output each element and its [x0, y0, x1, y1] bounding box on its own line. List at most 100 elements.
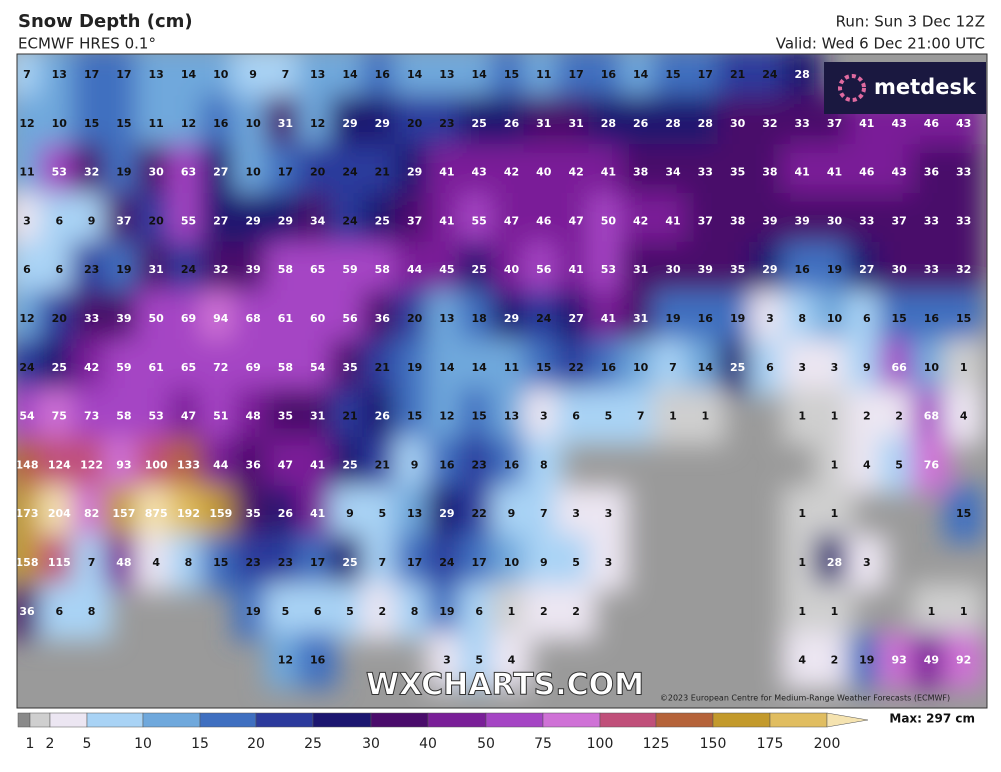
cell-value: 60: [310, 312, 326, 325]
cell-value: 3: [605, 507, 613, 520]
cell-value: 28: [698, 117, 713, 130]
cell-value: 21: [730, 68, 745, 81]
cell-value: 11: [149, 117, 164, 130]
legend-swatch: [29, 712, 51, 728]
cell-value: 15: [472, 410, 487, 423]
cell-value: 14: [472, 361, 488, 374]
cell-value: 5: [605, 410, 613, 423]
cell-value: 11: [504, 361, 519, 374]
cell-value: 173: [16, 507, 39, 520]
cell-value: 13: [52, 68, 67, 81]
cell-value: 24: [536, 312, 552, 325]
cell-value: 19: [407, 361, 422, 374]
cell-value: 14: [472, 68, 488, 81]
cell-value: 59: [342, 263, 357, 276]
cell-value: 39: [116, 312, 131, 325]
cell-value: 50: [149, 312, 165, 325]
cell-value: 4: [152, 556, 160, 569]
values: 7 13 17 17 13 14 10 9 7 13 14 16 14 13 14 15 11 17 16 14 15 1…: [16, 68, 971, 667]
cell-value: 10: [52, 117, 68, 130]
cell-value: 3: [605, 556, 613, 569]
cell-value: 37: [698, 214, 713, 227]
cell-value: 3: [863, 556, 871, 569]
cell-value: 20: [310, 166, 326, 179]
cell-value: 1: [508, 605, 516, 618]
map: 7 13 17 17 13 14 10 9 7 13 14 16 14 13 14 15 11 17 16 14 15 1…: [16, 54, 987, 708]
cell-value: 3: [540, 410, 548, 423]
cell-value: 23: [278, 556, 293, 569]
cell-value: 76: [924, 458, 940, 471]
cell-value: 19: [116, 263, 131, 276]
logo: metdesk: [874, 75, 977, 99]
cell-value: 6: [55, 263, 63, 276]
cell-value: 55: [181, 214, 196, 227]
cell: [491, 632, 532, 689]
cell-value: 13: [439, 312, 454, 325]
cell-value: 34: [665, 166, 681, 179]
cell-value: 56: [536, 263, 552, 276]
cell-value: 30: [891, 263, 907, 276]
cell-value: 7: [669, 361, 677, 374]
cell-value: 16: [795, 263, 811, 276]
cell-value: 21: [375, 166, 390, 179]
cell-value: 10: [213, 68, 229, 81]
cell-value: 26: [504, 117, 520, 130]
cell-value: 7: [88, 556, 96, 569]
cell-value: 44: [213, 458, 229, 471]
cell-value: 35: [278, 410, 293, 423]
cell-value: 5: [346, 605, 354, 618]
cell: [943, 144, 984, 201]
cell-value: 6: [55, 214, 63, 227]
legend-label: 20: [247, 736, 265, 752]
cell-value: 12: [439, 410, 454, 423]
logo-icon: [838, 74, 866, 102]
cell-value: 16: [375, 68, 391, 81]
cell-value: 16: [310, 654, 326, 667]
watermark: WXCHARTS.COM: [366, 668, 644, 703]
max-label: Max: 297 cm: [889, 712, 975, 726]
cell-value: 53: [149, 410, 164, 423]
cell-value: 23: [439, 117, 454, 130]
cell-value: 33: [84, 312, 99, 325]
map-frame: [16, 53, 988, 709]
title: Snow Depth (cm): [18, 11, 193, 32]
cell-value: 29: [245, 214, 260, 227]
cell-value: 23: [472, 458, 487, 471]
cell-value: 15: [665, 68, 680, 81]
cell-value: 35: [730, 263, 745, 276]
cell-value: 40: [536, 166, 552, 179]
cell-value: 8: [185, 556, 193, 569]
cell-value: 47: [278, 458, 293, 471]
cell-value: 12: [19, 117, 34, 130]
cell-value: 14: [181, 68, 197, 81]
cell-value: 6: [572, 410, 580, 423]
cell-value: 27: [568, 312, 583, 325]
cell-value: 10: [924, 361, 940, 374]
cell-value: 7: [23, 68, 31, 81]
legend-swatch: [255, 712, 314, 728]
cell-value: 46: [536, 214, 552, 227]
cell-value: 58: [375, 263, 390, 276]
cell-value: 30: [827, 214, 843, 227]
cell-value: 4: [863, 458, 871, 471]
cell-value: 6: [23, 263, 31, 276]
legend-swatch: [655, 712, 714, 728]
cell-value: 69: [245, 361, 260, 374]
cell-value: 29: [342, 117, 357, 130]
cell-value: 7: [540, 507, 548, 520]
cell-value: 36: [375, 312, 391, 325]
legend-swatch: [86, 712, 144, 728]
cell-value: 875: [145, 507, 168, 520]
cell-value: 68: [924, 410, 939, 423]
cell-value: 11: [19, 166, 34, 179]
cell-value: 24: [181, 263, 197, 276]
cell-value: 6: [863, 312, 871, 325]
cell-value: 8: [411, 605, 419, 618]
cell-value: 40: [504, 263, 520, 276]
logo-box: [824, 62, 986, 114]
cell-value: 31: [149, 263, 164, 276]
cell-value: 29: [278, 214, 293, 227]
cell-value: 5: [895, 458, 903, 471]
cell: [943, 290, 984, 348]
cell-value: 9: [508, 507, 516, 520]
